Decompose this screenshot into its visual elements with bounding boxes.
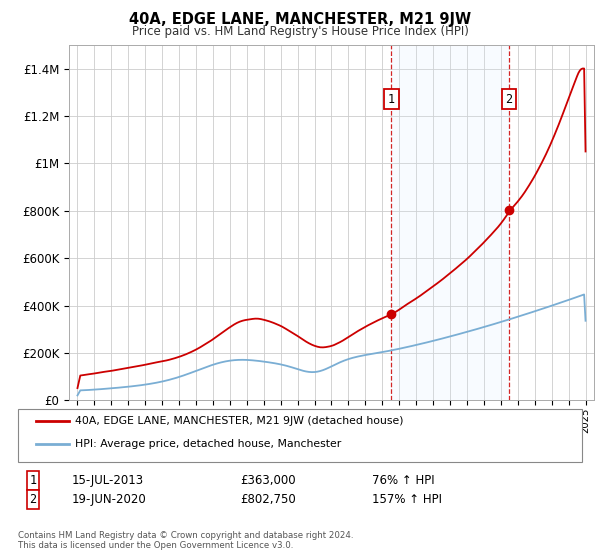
Text: Contains HM Land Registry data © Crown copyright and database right 2024.
This d: Contains HM Land Registry data © Crown c… bbox=[18, 531, 353, 550]
Bar bbox=[391, 45, 509, 400]
Text: 1: 1 bbox=[388, 93, 395, 106]
Text: 19-JUN-2020: 19-JUN-2020 bbox=[72, 493, 147, 506]
Text: 40A, EDGE LANE, MANCHESTER, M21 9JW (detached house): 40A, EDGE LANE, MANCHESTER, M21 9JW (det… bbox=[75, 416, 404, 426]
Text: Price paid vs. HM Land Registry's House Price Index (HPI): Price paid vs. HM Land Registry's House … bbox=[131, 25, 469, 38]
Text: 2: 2 bbox=[29, 493, 37, 506]
Text: HPI: Average price, detached house, Manchester: HPI: Average price, detached house, Manc… bbox=[75, 438, 341, 449]
Text: £802,750: £802,750 bbox=[240, 493, 296, 506]
Text: 76% ↑ HPI: 76% ↑ HPI bbox=[372, 474, 434, 487]
Text: 1: 1 bbox=[29, 474, 37, 487]
Text: 2: 2 bbox=[505, 93, 512, 106]
Text: 15-JUL-2013: 15-JUL-2013 bbox=[72, 474, 144, 487]
Text: 40A, EDGE LANE, MANCHESTER, M21 9JW: 40A, EDGE LANE, MANCHESTER, M21 9JW bbox=[129, 12, 471, 27]
Text: £363,000: £363,000 bbox=[240, 474, 296, 487]
Text: 157% ↑ HPI: 157% ↑ HPI bbox=[372, 493, 442, 506]
